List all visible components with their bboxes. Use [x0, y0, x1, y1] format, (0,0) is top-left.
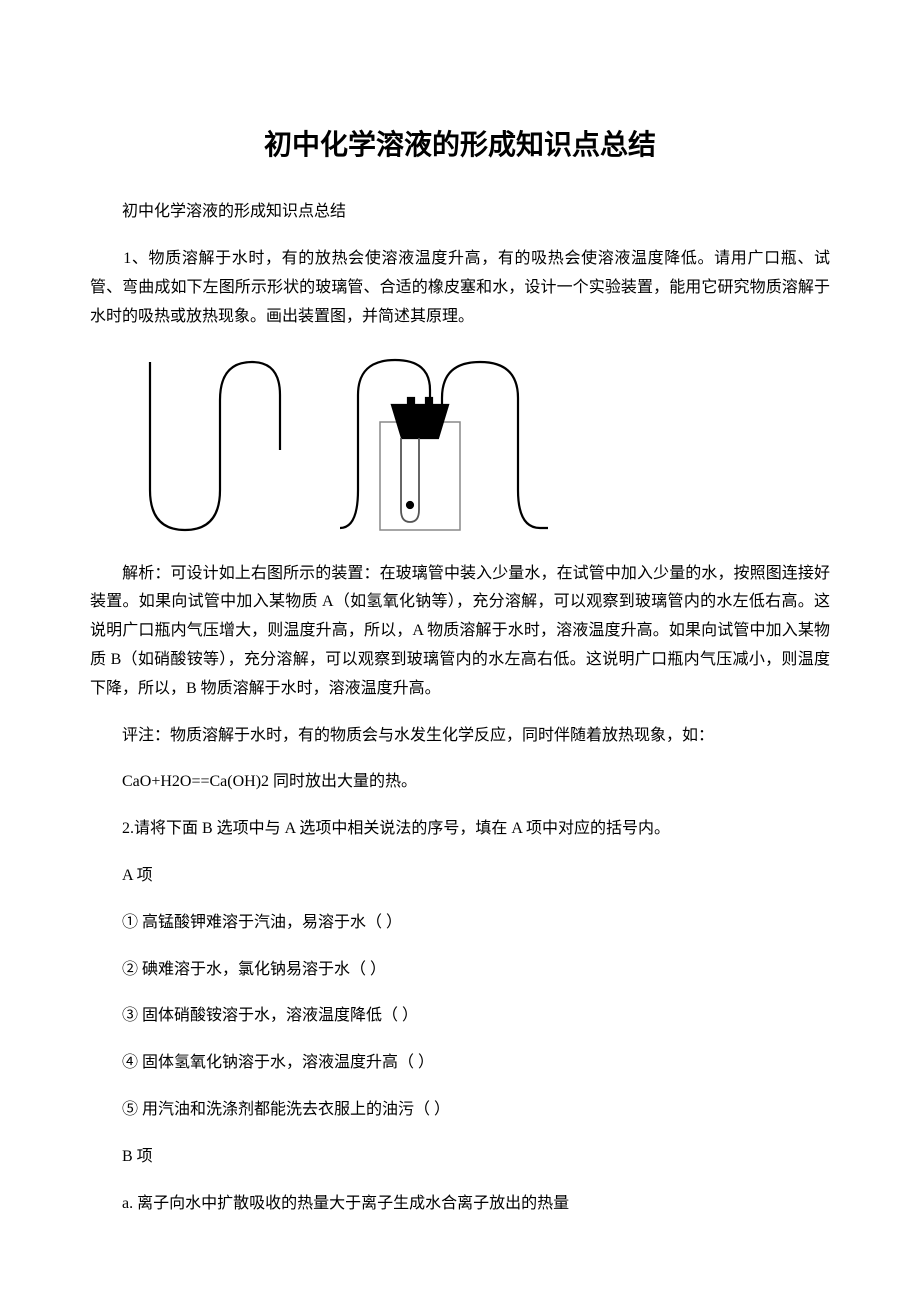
formula-line: CaO+H2O==Ca(OH)2 同时放出大量的热。: [90, 768, 830, 797]
paragraph-3: 评注：物质溶解于水时，有的物质会与水发生化学反应，同时伴随着放热现象，如：: [90, 722, 830, 751]
a-item-2: ② 碘难溶于水，氯化钠易溶于水（ ）: [90, 956, 830, 985]
page-title: 初中化学溶液的形成知识点总结: [90, 120, 830, 170]
a-item-5: ⑤ 用汽油和洗涤剂都能洗去衣服上的油污（ ）: [90, 1096, 830, 1125]
paragraph-2: 解析：可设计如上右图所示的装置：在玻璃管中装入少量水，在试管中加入少量的水，按照…: [90, 560, 830, 704]
b-header: B 项: [90, 1143, 830, 1172]
b-item-a: a. 离子向水中扩散吸收的热量大于离子生成水合离子放出的热量: [90, 1190, 830, 1219]
diagram-row: [130, 350, 830, 540]
apparatus-right-diagram: [330, 350, 555, 540]
a-item-3: ③ 固体硝酸铵溶于水，溶液温度降低（ ）: [90, 1002, 830, 1031]
u-tube-left-diagram: [130, 350, 300, 540]
a-header: A 项: [90, 862, 830, 891]
paragraph-4: 2.请将下面 B 选项中与 A 选项中相关说法的序号，填在 A 项中对应的括号内…: [90, 815, 830, 844]
paragraph-1: 1、物质溶解于水时，有的放热会使溶液温度升高，有的吸热会使溶液温度降低。请用广口…: [90, 245, 830, 331]
subtitle: 初中化学溶液的形成知识点总结: [90, 198, 830, 227]
a-item-1: ① 高锰酸钾难溶于汽油，易溶于水（ ）: [90, 909, 830, 938]
a-item-4: ④ 固体氢氧化钠溶于水，溶液温度升高（ ）: [90, 1049, 830, 1078]
